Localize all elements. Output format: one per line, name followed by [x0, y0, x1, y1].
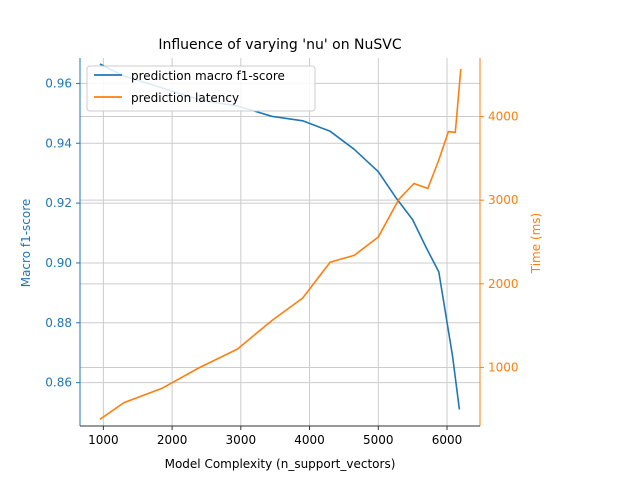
axes [79, 58, 481, 427]
y-left-tick-label: 0.92 [45, 196, 72, 210]
x-tick-label: 1000 [88, 433, 119, 447]
x-tick-label: 2000 [157, 433, 188, 447]
x-tick-label: 4000 [294, 433, 325, 447]
y-left-tick-label: 0.96 [45, 76, 72, 90]
y-right-tick-label: 2000 [488, 277, 519, 291]
y-left-tick-label: 0.88 [45, 316, 72, 330]
x-tick-label: 3000 [226, 433, 257, 447]
y-axis-label-left: Macro f1-score [19, 199, 33, 288]
y-right-tick-label: 1000 [488, 360, 519, 374]
y-right-tick-label: 4000 [488, 110, 519, 124]
legend-label-f1: prediction macro f1-score [131, 69, 285, 83]
y-left-tick-label: 0.94 [45, 136, 72, 150]
legend-box [86, 65, 316, 112]
series-lines [99, 63, 462, 420]
x-tick-label: 5000 [363, 433, 394, 447]
y-right-tick-label: 3000 [488, 193, 519, 207]
y-left-tick-label: 0.90 [45, 256, 72, 270]
chart-title: Influence of varying 'nu' on NuSVC [158, 37, 401, 53]
x-tick-label: 6000 [432, 433, 463, 447]
y-left-tick-label: 0.86 [45, 376, 72, 390]
legend: prediction macro f1-score prediction lat… [86, 65, 316, 112]
ticks: 1000 2000 3000 4000 5000 6000 0.86 0.88 0.90 0.92… [45, 76, 518, 447]
series-line-f1-score [99, 63, 461, 410]
y-axis-label-right: Time (ms) [529, 213, 543, 275]
series-line-latency [99, 68, 462, 420]
grid [80, 58, 480, 426]
legend-label-latency: prediction latency [131, 91, 239, 105]
x-axis-label: Model Complexity (n_support_vectors) [165, 457, 396, 471]
